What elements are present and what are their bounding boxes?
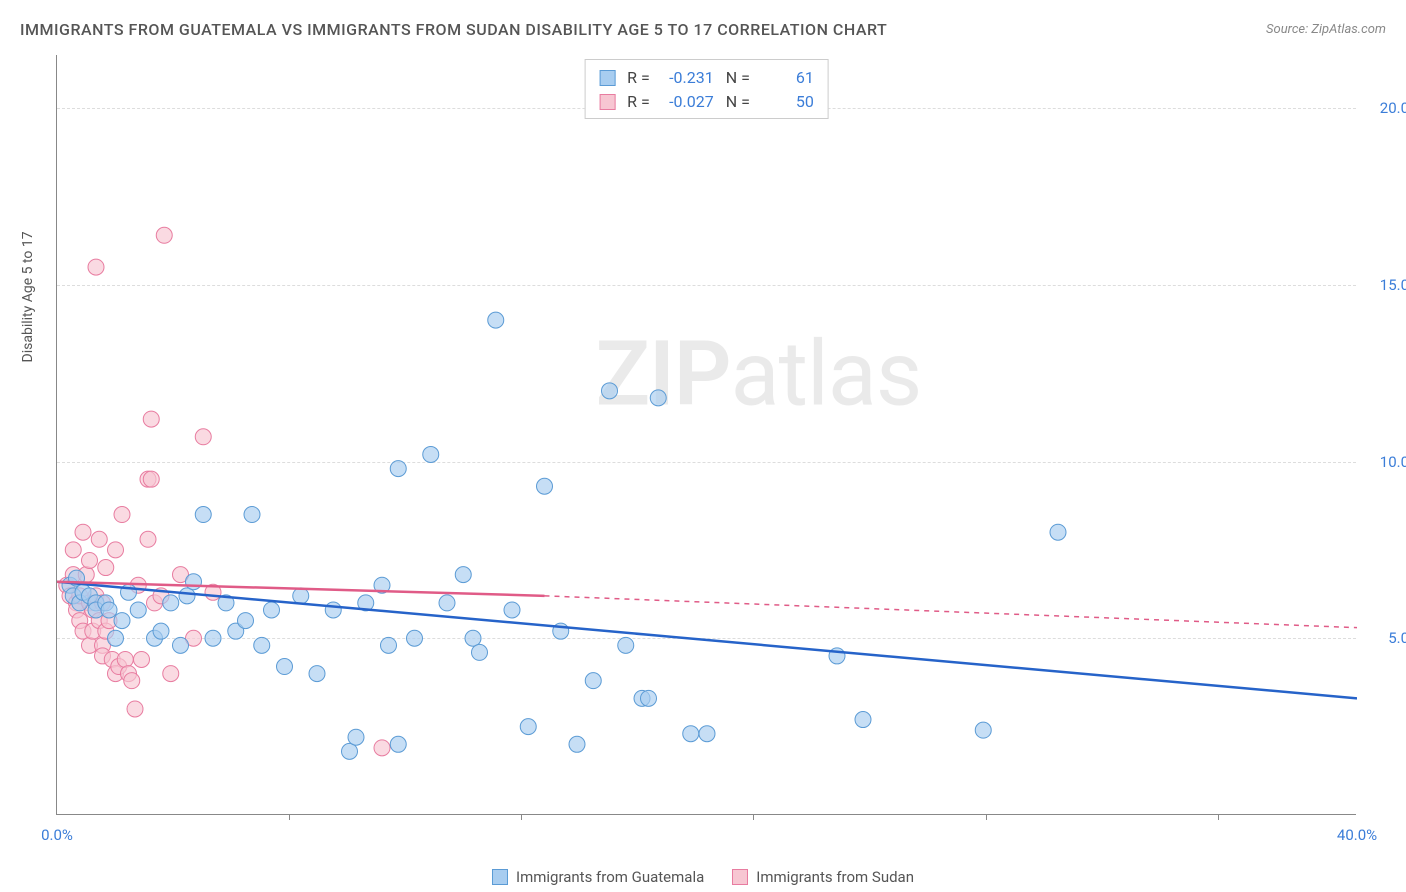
y-tick-label: 15.0%: [1364, 276, 1406, 294]
legend-label-b: Immigrants from Sudan: [756, 868, 914, 886]
legend-item-b: Immigrants from Sudan: [732, 868, 914, 886]
swatch-bottom-a-icon: [492, 869, 508, 885]
y-tick-label: 20.0%: [1364, 99, 1406, 117]
trend-line: [545, 596, 1358, 628]
legend-row-a: R = -0.231 N = 61: [599, 66, 814, 90]
trend-lines: [57, 55, 1357, 815]
series-legend: Immigrants from Guatemala Immigrants fro…: [492, 868, 914, 886]
x-tick-label: 40.0%: [1337, 826, 1377, 844]
legend-n-value-a: 61: [758, 66, 814, 90]
legend-r-label-a: R =: [627, 66, 650, 90]
x-tick-label: 0.0%: [41, 826, 73, 844]
plot-area: ZIPatlas 5.0%10.0%15.0%20.0%0.0%40.0% R …: [56, 55, 1356, 815]
swatch-bottom-b-icon: [732, 869, 748, 885]
source-citation: Source: ZipAtlas.com: [1266, 22, 1386, 37]
swatch-series-b: [599, 94, 615, 110]
legend-r-label-b: R =: [627, 90, 650, 114]
chart-title: IMMIGRANTS FROM GUATEMALA VS IMMIGRANTS …: [20, 20, 887, 39]
y-tick-label: 5.0%: [1364, 629, 1406, 647]
swatch-series-a: [599, 70, 615, 86]
legend-n-label-b: N =: [726, 90, 750, 114]
legend-r-value-a: -0.231: [658, 66, 714, 90]
y-tick-label: 10.0%: [1364, 453, 1406, 471]
legend-n-value-b: 50: [758, 90, 814, 114]
legend-label-a: Immigrants from Guatemala: [516, 868, 704, 886]
trend-line: [57, 582, 1357, 699]
legend-r-value-b: -0.027: [658, 90, 714, 114]
legend-n-label-a: N =: [726, 66, 750, 90]
legend-item-a: Immigrants from Guatemala: [492, 868, 704, 886]
legend-row-b: R = -0.027 N = 50: [599, 90, 814, 114]
correlation-legend: R = -0.231 N = 61 R = -0.027 N = 50: [584, 59, 829, 119]
chart-container: IMMIGRANTS FROM GUATEMALA VS IMMIGRANTS …: [0, 0, 1406, 892]
y-axis-label: Disability Age 5 to 17: [20, 231, 36, 362]
